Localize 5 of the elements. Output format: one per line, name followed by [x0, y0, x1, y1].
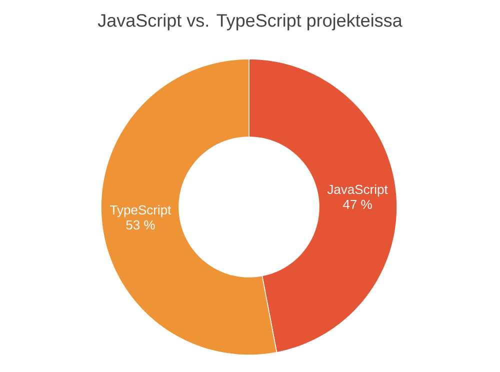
chart-title: JavaScript vs. TypeScript projekteissa	[98, 14, 402, 30]
slice-label: TypeScript	[110, 204, 172, 218]
slice-label: JavaScript	[327, 184, 388, 197]
data-label: 47 %	[343, 200, 372, 209]
data-label: 53 %	[126, 220, 155, 230]
